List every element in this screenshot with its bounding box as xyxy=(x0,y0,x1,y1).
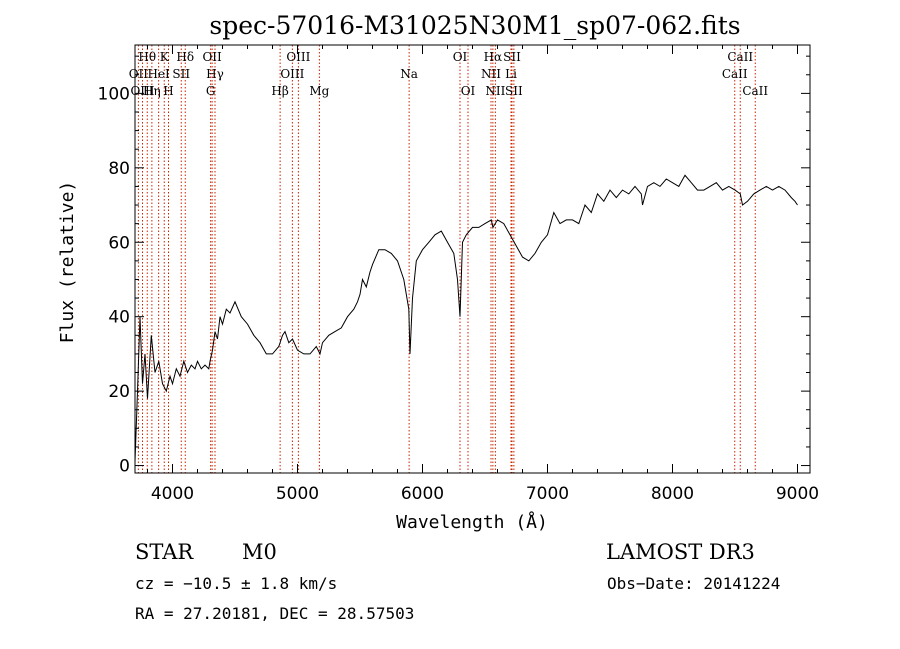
spectral-line-label: OIII xyxy=(286,50,310,64)
spectral-line-label: Hθ xyxy=(138,50,156,64)
sky-coordinates: RA = 27.20181, DEC = 28.57503 xyxy=(135,604,414,623)
spectral-line-markers xyxy=(137,45,756,473)
spectral-line-label: Mg xyxy=(309,84,329,98)
spectral-line-label: NII xyxy=(485,84,505,98)
y-tick-label: 0 xyxy=(119,457,130,477)
spectral-line-label: CaII xyxy=(727,50,753,64)
spectral-line-label: Hα xyxy=(484,50,503,64)
y-tick-label: 40 xyxy=(108,308,130,328)
spectral-subclass: M0 xyxy=(242,540,277,564)
spectral-line-label: Hβ xyxy=(271,84,288,98)
spectral-line-label: CaII xyxy=(722,67,748,81)
spectral-line-label: CaII xyxy=(742,84,768,98)
x-tick-label: 9000 xyxy=(776,484,819,504)
spectral-line-label: OI xyxy=(461,84,476,98)
spectral-line-label: G xyxy=(206,84,216,98)
spectral-line-label: SII xyxy=(503,50,521,64)
spectral-line-label: OIII xyxy=(280,67,304,81)
spectral-line-label: OIII xyxy=(130,84,154,98)
x-tick-label: 4000 xyxy=(151,484,194,504)
spectral-line-label: SII xyxy=(505,84,523,98)
redshift-velocity: cz = −10.5 ± 1.8 km/s xyxy=(135,574,337,593)
x-tick-label: 7000 xyxy=(526,484,569,504)
observation-date: Obs−Date: 20141224 xyxy=(607,574,780,593)
x-tick-label: 8000 xyxy=(651,484,694,504)
y-tick-label: 60 xyxy=(108,233,130,253)
y-tick-label: 20 xyxy=(108,382,130,402)
spectral-line-label: K xyxy=(160,50,170,64)
x-tick-label: 6000 xyxy=(401,484,444,504)
x-axis-ticks: 4000 5000 6000 7000 8000 9000 xyxy=(147,45,819,504)
x-axis-label: Wavelength (Å) xyxy=(396,511,548,533)
y-axis-ticks: 0 20 40 60 80 100 xyxy=(98,55,810,477)
spectrum-series-line xyxy=(134,174,798,462)
spectral-line-label: H xyxy=(163,84,173,98)
spectral-line-label: OI xyxy=(453,50,468,64)
spectral-line-label: OII xyxy=(129,67,149,81)
y-tick-label: 100 xyxy=(98,84,130,104)
chart-title: spec-57016-M31025N30M1_sp07-062.fits xyxy=(209,11,740,40)
spectral-line-label: NII xyxy=(481,67,501,81)
spectral-line-label: Na xyxy=(400,67,418,81)
spectral-line-label: Hη xyxy=(143,84,161,98)
spectral-line-label: SII xyxy=(172,67,190,81)
spectral-line-label: Li xyxy=(505,67,517,81)
y-axis-label: Flux (relative) xyxy=(57,181,78,344)
spectral-line-label: HeI xyxy=(147,67,170,81)
spectral-line-label: Hδ xyxy=(176,50,194,64)
plot-frame xyxy=(134,44,811,474)
object-type: STAR xyxy=(135,540,194,564)
y-tick-label: 80 xyxy=(108,159,130,179)
spectral-line-label: OII xyxy=(202,50,222,64)
spectral-line-label: Hγ xyxy=(206,67,224,81)
x-tick-label: 5000 xyxy=(276,484,319,504)
survey-name: LAMOST DR3 xyxy=(606,540,755,564)
